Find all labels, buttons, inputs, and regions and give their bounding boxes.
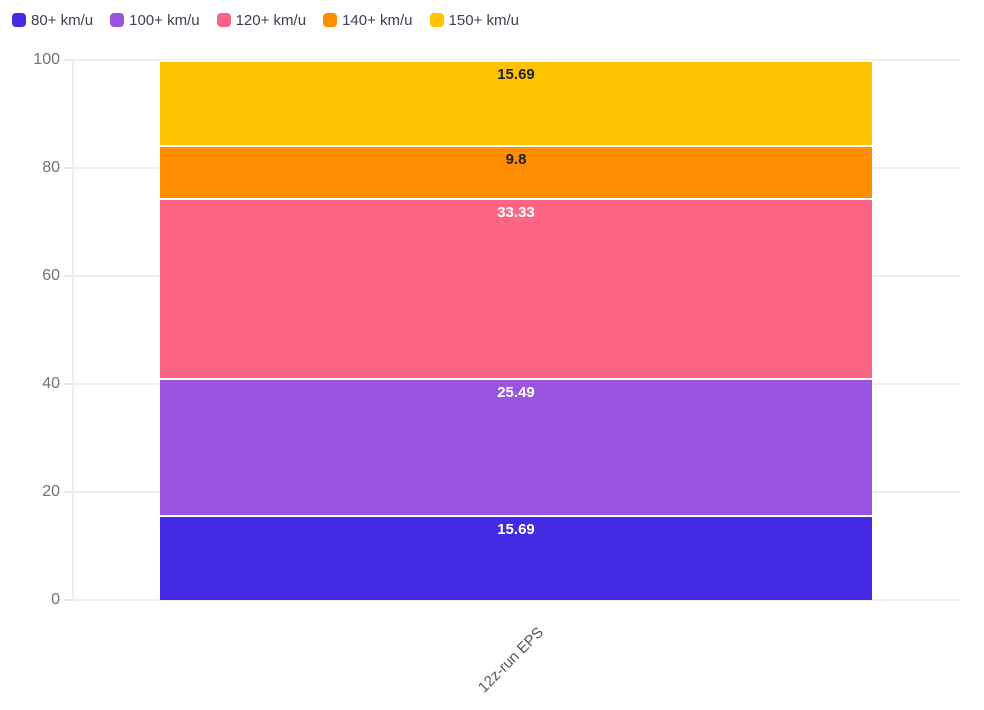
- legend-swatch-icon: [216, 13, 231, 27]
- bar-segment-150-km-u[interactable]: 15.69: [160, 60, 872, 145]
- y-axis-line: [72, 60, 74, 602]
- legend-swatch-icon: [110, 13, 125, 27]
- y-axis-tick-label: 80: [42, 159, 60, 176]
- legend-label: 140+ km/u: [342, 11, 413, 29]
- y-axis-tick-mark: [64, 275, 72, 277]
- segment-value-label: 25.49: [497, 383, 535, 401]
- y-axis-tick-mark: [64, 59, 72, 61]
- y-axis-tick-label: 40: [42, 375, 60, 392]
- gridline: [72, 599, 960, 601]
- segment-value-label: 15.69: [497, 521, 535, 539]
- legend-item-80-km-u[interactable]: 80+ km/u: [12, 13, 93, 28]
- y-axis-tick-mark: [64, 491, 72, 493]
- y-axis-tick-label: 20: [42, 483, 60, 500]
- bar-segment-80-km-u[interactable]: 15.69: [160, 515, 872, 600]
- y-axis-tick-label: 60: [42, 267, 60, 284]
- legend-item-150-km-u[interactable]: 150+ km/u: [429, 11, 519, 29]
- x-axis-tick-label: 12z-run EPS: [474, 624, 548, 697]
- y-axis-tick-mark: [64, 599, 72, 601]
- legend: 80+ km/u 100+ km/u 120+ km/u 140+ km/u 150+ …: [12, 8, 519, 32]
- segment-value-label: 9.8: [505, 150, 527, 168]
- legend-label: 80+ km/u: [31, 11, 94, 29]
- legend-label: 120+ km/u: [235, 11, 307, 29]
- segment-value-label: 15.69: [497, 66, 535, 83]
- legend-swatch-icon: [323, 13, 338, 27]
- legend-item-140-km-u[interactable]: 140+ km/u: [323, 11, 413, 29]
- legend-label: 100+ km/u: [129, 11, 200, 29]
- legend-item-120-km-u[interactable]: 120+ km/u: [216, 11, 307, 29]
- bar-segment-100-km-u[interactable]: 25.49: [160, 377, 872, 516]
- legend-label: 150+ km/u: [448, 11, 519, 29]
- y-axis-tick-label: 0: [51, 591, 60, 608]
- bar-12z-run-eps: 15.69 9.8 33.33 25.49 15.69: [160, 60, 872, 600]
- bar-segment-120-km-u[interactable]: 33.33: [160, 197, 872, 378]
- legend-swatch-icon: [12, 13, 26, 27]
- y-axis-tick-label: 100: [33, 51, 60, 68]
- y-axis-tick-mark: [64, 167, 72, 169]
- segment-value-label: 33.33: [497, 203, 535, 221]
- y-axis-tick-mark: [64, 383, 72, 385]
- bar-segment-140-km-u[interactable]: 9.8: [160, 144, 872, 198]
- legend-swatch-icon: [429, 13, 444, 27]
- legend-item-100-km-u[interactable]: 100+ km/u: [110, 11, 200, 29]
